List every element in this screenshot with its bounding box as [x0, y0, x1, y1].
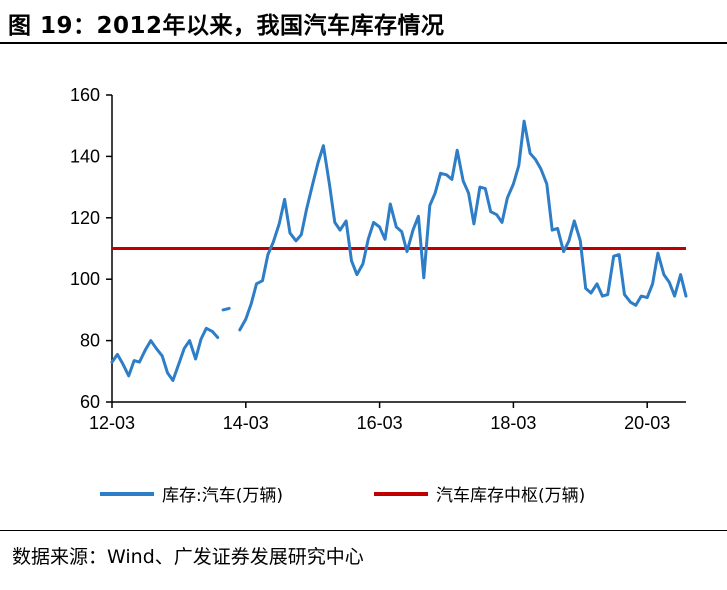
- x-tick-label: 18-03: [490, 413, 536, 433]
- x-tick-label: 12-03: [89, 413, 135, 433]
- y-tick-label: 100: [70, 269, 100, 289]
- y-tick-label: 60: [80, 392, 100, 412]
- y-tick-label: 80: [80, 331, 100, 351]
- series-line-inventory: [110, 326, 220, 382]
- series-line-inventory: [221, 306, 231, 312]
- y-ticks: 60 80 100 120 140 160: [70, 85, 112, 412]
- y-tick-label: 140: [70, 146, 100, 166]
- series-line-inventory: [238, 119, 688, 332]
- series-lines: [110, 119, 688, 382]
- source-note: 数据来源：Wind、广发证券发展研究中心: [12, 546, 364, 568]
- x-tick-label: 20-03: [624, 413, 670, 433]
- x-ticks: 12-03 14-03 16-03 18-03 20-03: [89, 402, 670, 433]
- x-tick-label: 16-03: [357, 413, 403, 433]
- legend-label-inventory: 库存:汽车(万辆): [162, 486, 283, 506]
- x-tick-label: 14-03: [223, 413, 269, 433]
- y-tick-label: 160: [70, 85, 100, 105]
- legend-label-center: 汽车库存中枢(万辆): [436, 486, 585, 506]
- title-rule: [0, 42, 727, 44]
- legend: 库存:汽车(万辆) 汽车库存中枢(万辆): [100, 486, 585, 506]
- y-tick-label: 120: [70, 208, 100, 228]
- figure-title: 图 19：2012年以来，我国汽车库存情况: [8, 13, 445, 39]
- source-rule: [0, 530, 727, 531]
